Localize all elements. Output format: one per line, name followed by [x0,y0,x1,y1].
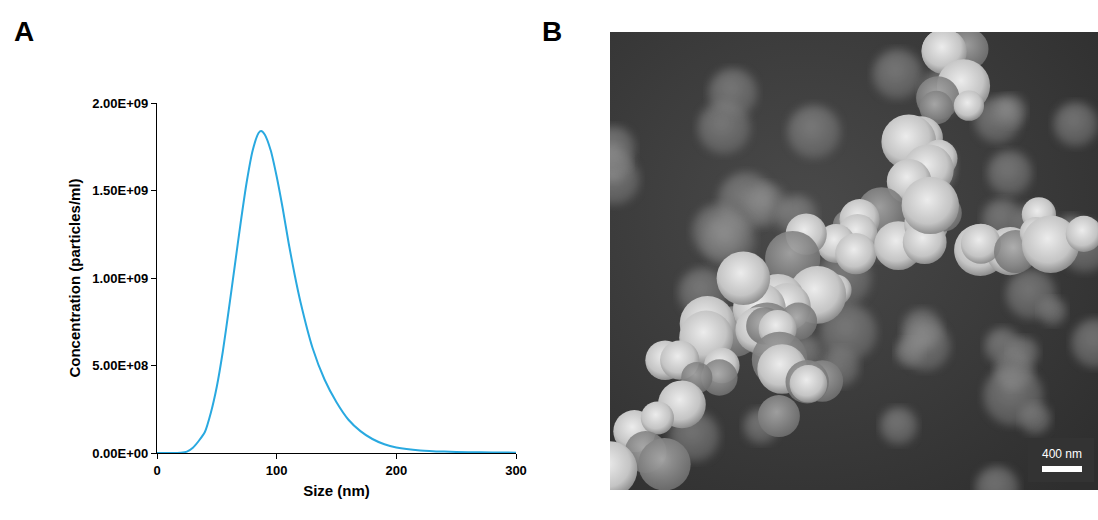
svg-text:0: 0 [153,463,160,478]
svg-text:200: 200 [385,463,407,478]
svg-text:Size (nm): Size (nm) [303,482,370,499]
svg-text:1.50E+09: 1.50E+09 [92,183,148,198]
svg-text:Concentration (particles/ml): Concentration (particles/ml) [66,178,83,377]
svg-text:2.00E+09: 2.00E+09 [92,96,148,111]
svg-text:400 nm: 400 nm [1042,447,1082,461]
svg-text:300: 300 [505,463,527,478]
svg-text:0.00E+00: 0.00E+00 [92,446,148,461]
svg-text:5.00E+08: 5.00E+08 [92,358,148,373]
svg-text:B: B [542,16,562,47]
svg-text:1.00E+09: 1.00E+09 [92,271,148,286]
svg-text:A: A [14,16,34,47]
svg-text:100: 100 [266,463,288,478]
